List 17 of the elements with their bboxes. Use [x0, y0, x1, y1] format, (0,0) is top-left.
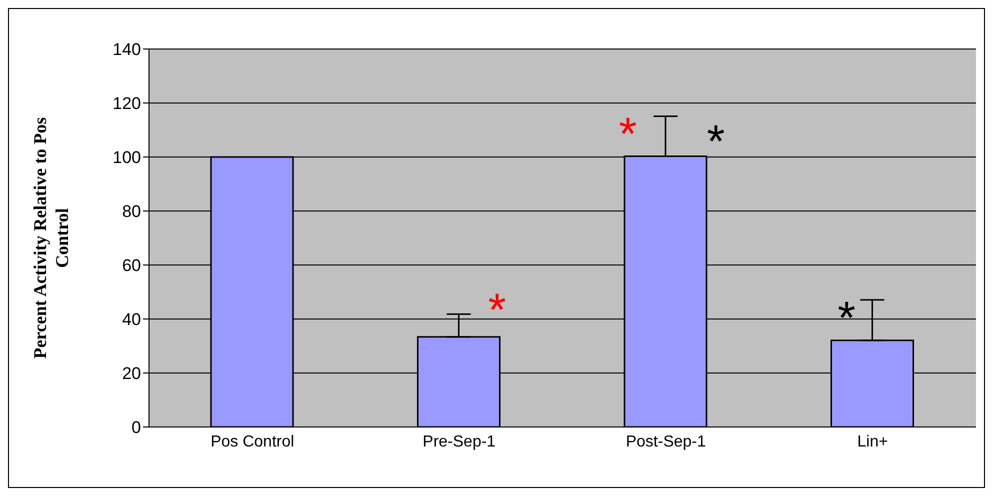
x-tick-label: Lin+	[857, 433, 888, 450]
annotation: *	[838, 292, 856, 344]
x-tick-label: Post-Sep-1	[626, 433, 706, 450]
y-tick-label: 0	[132, 418, 141, 438]
y-tick-label: 140	[112, 40, 141, 60]
y-axis-title: Percent Activity Relative to Pos Control	[30, 117, 72, 359]
y-tick-label: 120	[112, 94, 141, 114]
annotation: *	[488, 283, 506, 336]
y-tick-label: 60	[122, 256, 141, 276]
y-tick-label: 80	[122, 202, 141, 222]
y-tick-label: 100	[112, 148, 141, 168]
x-tick-label: Pos Control	[210, 433, 294, 450]
y-tick-label: 20	[122, 364, 141, 384]
y-tick-label: 40	[122, 310, 141, 330]
annotation: *	[618, 108, 637, 160]
x-tick-label: Pre-Sep-1	[422, 433, 496, 450]
annotation: *	[706, 114, 725, 167]
